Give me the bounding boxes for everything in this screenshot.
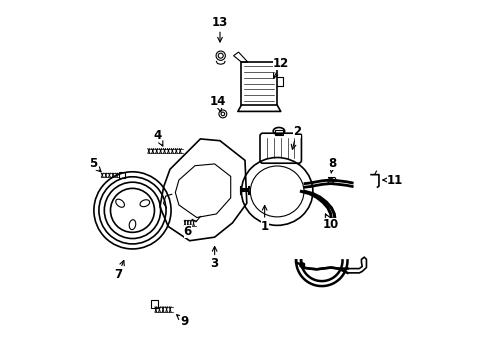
Text: 13: 13 [212,16,228,42]
Text: 1: 1 [261,206,269,233]
Text: 4: 4 [153,129,163,146]
Polygon shape [331,214,335,220]
Text: 3: 3 [211,247,219,270]
Polygon shape [328,208,334,214]
Text: 6: 6 [184,225,192,238]
Text: 9: 9 [176,315,188,328]
Text: 11: 11 [383,174,403,186]
Text: 5: 5 [89,157,101,172]
Polygon shape [347,257,367,273]
Polygon shape [301,192,313,194]
Polygon shape [309,194,320,197]
Text: 14: 14 [210,95,226,112]
Text: 8: 8 [328,157,337,173]
Text: 7: 7 [114,261,124,281]
Text: 10: 10 [322,214,339,231]
Polygon shape [317,197,326,202]
Polygon shape [323,202,331,208]
Text: 2: 2 [291,125,301,149]
Text: 12: 12 [272,57,289,78]
